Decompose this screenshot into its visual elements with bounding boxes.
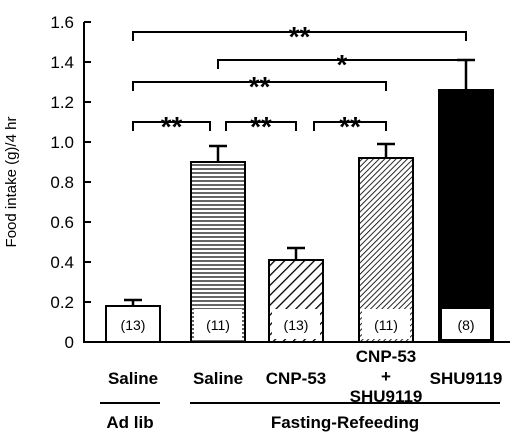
significance-label: ** xyxy=(250,111,272,142)
significance-label: ** xyxy=(289,21,311,52)
axes: 0 0.2 0.4 0.6 0.8 1.0 1.2 1.4 1.6 xyxy=(50,13,510,352)
y-tick-label: 1.6 xyxy=(50,13,74,32)
n-label: (11) xyxy=(206,317,230,333)
y-tick-label: 0.6 xyxy=(50,213,74,232)
y-tick-label: 0.8 xyxy=(50,173,74,192)
y-tick-label: 0.2 xyxy=(50,293,74,312)
y-tick-label: 0.4 xyxy=(50,253,74,272)
significance-bracket xyxy=(313,121,387,131)
significance-label: ** xyxy=(249,71,271,102)
significance-label: ** xyxy=(339,111,361,142)
significance-bracket xyxy=(217,59,467,69)
n-label: (8) xyxy=(457,317,474,333)
group-label: Fasting-Refeeding xyxy=(271,413,419,432)
y-tick-label: 1.0 xyxy=(50,133,74,152)
category-label: Saline xyxy=(193,369,243,388)
y-tick-label: 0 xyxy=(65,333,74,352)
category-labels: Saline Saline CNP-53 CNP-53 + SHU9119 SHU9119 A… xyxy=(100,347,502,432)
category-label: CNP-53 xyxy=(266,369,326,388)
significance-label: ** xyxy=(161,111,183,142)
significance-bracket xyxy=(225,121,297,131)
group-label: Ad lib xyxy=(106,413,153,432)
n-label-box xyxy=(272,309,320,339)
category-label: Saline xyxy=(108,369,158,388)
bar xyxy=(438,89,494,343)
n-label: (11) xyxy=(374,317,398,333)
y-tick-label: 1.2 xyxy=(50,93,74,112)
significance-bracket xyxy=(132,31,467,41)
significance-bracket xyxy=(132,81,387,91)
n-label-box xyxy=(442,309,490,339)
y-tick-label: 1.4 xyxy=(50,53,74,72)
n-label: (13) xyxy=(284,317,309,333)
n-label-box xyxy=(362,309,410,339)
n-label-box xyxy=(109,309,157,339)
bars: (13) (11) (13) (11) (8) xyxy=(105,58,494,343)
significance-bracket xyxy=(132,121,211,131)
n-label: (13) xyxy=(121,317,146,333)
significance-brackets: ******* ** ** xyxy=(132,21,467,142)
category-label: SHU9119 xyxy=(430,369,503,388)
significance-label: * xyxy=(337,49,348,80)
n-label-box xyxy=(194,309,242,339)
y-axis-label: Food intake (g)/4 hr xyxy=(3,117,20,248)
category-label: CNP-53 + SHU9119 xyxy=(350,347,423,406)
